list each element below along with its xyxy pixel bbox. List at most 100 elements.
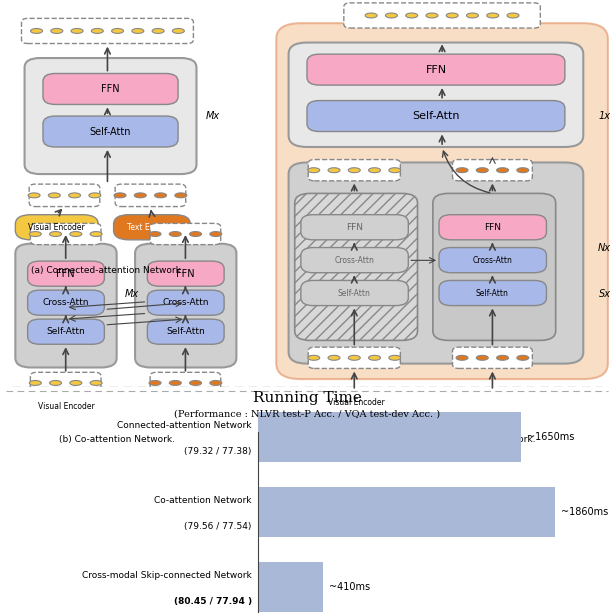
Text: 1x: 1x: [599, 111, 611, 121]
Ellipse shape: [210, 231, 222, 236]
Ellipse shape: [29, 231, 41, 236]
Ellipse shape: [173, 28, 184, 33]
Ellipse shape: [328, 356, 340, 360]
Ellipse shape: [456, 356, 468, 360]
FancyBboxPatch shape: [307, 54, 565, 85]
Text: Self-Attn: Self-Attn: [90, 126, 131, 136]
FancyBboxPatch shape: [258, 487, 555, 537]
Ellipse shape: [476, 168, 488, 173]
Ellipse shape: [328, 168, 340, 173]
Ellipse shape: [89, 193, 101, 198]
FancyBboxPatch shape: [276, 23, 608, 379]
Ellipse shape: [51, 28, 63, 33]
Ellipse shape: [308, 168, 320, 173]
Text: (79.56 / 77.54): (79.56 / 77.54): [184, 522, 252, 531]
Ellipse shape: [169, 381, 181, 386]
Ellipse shape: [90, 231, 102, 236]
Ellipse shape: [149, 231, 161, 236]
Text: (a) Connected-attention Network.: (a) Connected-attention Network.: [31, 266, 184, 275]
FancyBboxPatch shape: [28, 261, 104, 286]
FancyBboxPatch shape: [150, 223, 221, 244]
Ellipse shape: [149, 381, 161, 386]
Text: Sx: Sx: [599, 289, 611, 299]
Text: Nx: Nx: [598, 243, 611, 252]
Ellipse shape: [487, 13, 499, 18]
FancyBboxPatch shape: [43, 116, 178, 147]
Text: Visual Encoder: Visual Encoder: [38, 402, 95, 411]
Text: Text Encoder: Text Encoder: [157, 402, 206, 411]
Ellipse shape: [308, 356, 320, 360]
Text: FFN: FFN: [176, 269, 195, 279]
Ellipse shape: [386, 13, 397, 18]
FancyBboxPatch shape: [258, 412, 521, 462]
FancyBboxPatch shape: [128, 395, 235, 418]
Ellipse shape: [365, 13, 377, 18]
Text: (Performance : NLVR test-P Acc. / VQA test-dev Acc. ): (Performance : NLVR test-P Acc. / VQA te…: [174, 410, 440, 419]
FancyBboxPatch shape: [43, 74, 178, 104]
Ellipse shape: [91, 28, 103, 33]
Ellipse shape: [49, 193, 60, 198]
FancyBboxPatch shape: [289, 163, 583, 363]
FancyBboxPatch shape: [31, 372, 101, 394]
FancyBboxPatch shape: [115, 184, 185, 206]
Ellipse shape: [28, 193, 40, 198]
FancyBboxPatch shape: [439, 215, 546, 240]
FancyBboxPatch shape: [258, 562, 324, 612]
FancyBboxPatch shape: [453, 347, 532, 368]
Text: Cross-Attn: Cross-Attn: [42, 298, 89, 308]
Text: ~1860ms: ~1860ms: [561, 507, 608, 517]
Ellipse shape: [50, 231, 61, 236]
FancyBboxPatch shape: [289, 42, 583, 147]
FancyBboxPatch shape: [301, 247, 408, 273]
FancyBboxPatch shape: [31, 223, 101, 244]
Ellipse shape: [31, 28, 42, 33]
Text: (80.45 / 77.94 ): (80.45 / 77.94 ): [174, 597, 252, 606]
Ellipse shape: [70, 231, 82, 236]
Ellipse shape: [155, 193, 166, 198]
Text: FFN: FFN: [346, 222, 363, 231]
Ellipse shape: [507, 13, 519, 18]
Text: Self-Attn: Self-Attn: [412, 111, 460, 121]
FancyBboxPatch shape: [135, 244, 236, 367]
FancyBboxPatch shape: [114, 215, 190, 240]
Ellipse shape: [348, 356, 360, 360]
Ellipse shape: [152, 28, 164, 33]
Ellipse shape: [50, 381, 61, 386]
Ellipse shape: [456, 168, 468, 173]
Ellipse shape: [134, 193, 146, 198]
Text: Mx: Mx: [125, 289, 139, 299]
Text: Visual Encoder: Visual Encoder: [328, 398, 384, 407]
Ellipse shape: [210, 381, 222, 386]
FancyBboxPatch shape: [439, 281, 546, 306]
FancyBboxPatch shape: [150, 372, 221, 394]
FancyBboxPatch shape: [308, 347, 400, 368]
Text: Self-Attn: Self-Attn: [476, 289, 509, 298]
FancyBboxPatch shape: [8, 395, 125, 418]
FancyBboxPatch shape: [344, 3, 540, 28]
Text: FFN: FFN: [484, 222, 501, 231]
FancyBboxPatch shape: [28, 319, 104, 344]
Text: FFN: FFN: [101, 84, 120, 94]
Ellipse shape: [90, 381, 102, 386]
Text: Cross-modal Skip-connected Network: Cross-modal Skip-connected Network: [82, 571, 252, 580]
FancyBboxPatch shape: [29, 184, 99, 206]
Ellipse shape: [112, 28, 123, 33]
FancyBboxPatch shape: [301, 215, 408, 240]
Ellipse shape: [69, 193, 80, 198]
Text: ~1650ms: ~1650ms: [527, 432, 575, 442]
Text: (b) Co-attention Network.: (b) Co-attention Network.: [59, 435, 174, 443]
FancyBboxPatch shape: [25, 58, 196, 174]
Text: Self-Attn: Self-Attn: [46, 327, 85, 336]
Text: Cross-Attn: Cross-Attn: [162, 298, 209, 308]
Text: Text Encoder: Text Encoder: [467, 398, 516, 407]
Ellipse shape: [348, 168, 360, 173]
Ellipse shape: [497, 168, 508, 173]
Ellipse shape: [406, 13, 418, 18]
FancyBboxPatch shape: [433, 193, 556, 340]
FancyBboxPatch shape: [147, 319, 224, 344]
Ellipse shape: [175, 193, 187, 198]
FancyBboxPatch shape: [28, 290, 104, 315]
FancyBboxPatch shape: [147, 261, 224, 286]
Text: Visual Encoder: Visual Encoder: [28, 222, 85, 231]
Text: Cross-Attn: Cross-Attn: [473, 256, 512, 265]
